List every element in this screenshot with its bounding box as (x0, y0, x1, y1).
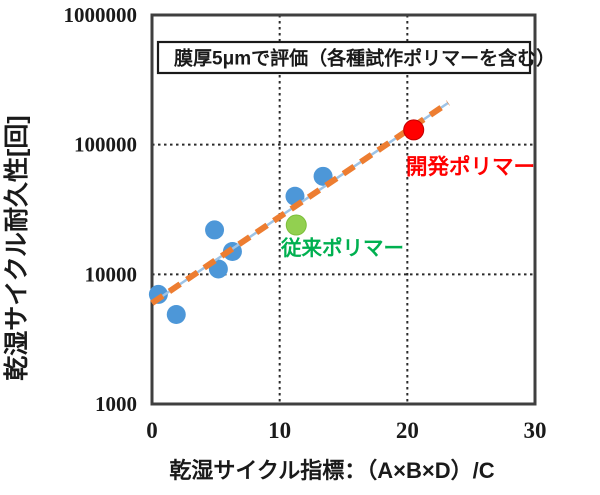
y-axis-tick-labels: 1000 10000 100000 1000000 (64, 3, 138, 416)
x-axis-tick-labels: 0 10 20 30 (146, 418, 546, 443)
annotation-box (156, 40, 532, 75)
y-tick-label: 10000 (85, 262, 138, 286)
x-tick-label: 20 (396, 418, 419, 443)
y-tick-label: 1000 (95, 392, 137, 416)
y-axis-title: 乾湿サイクル耐久性[回] (2, 115, 31, 380)
x-axis-title: 乾湿サイクル指標：（A×B×D）/C (169, 458, 494, 483)
y-tick-label: 1000000 (64, 3, 138, 27)
annotation-text: 膜厚5μmで評価（各種試作ポリマーを含む） (173, 47, 555, 70)
y-tick-label: 100000 (74, 133, 137, 157)
data-point-conventional-polymer (285, 214, 307, 236)
data-points-layer (148, 100, 450, 325)
data-point-developed-polymer (403, 119, 425, 141)
plot-border (150, 13, 537, 406)
gridlines (152, 15, 535, 404)
data-point-prototype-polymer (166, 305, 186, 325)
x-tick-label: 10 (268, 418, 291, 443)
x-tick-label: 0 (146, 418, 158, 443)
trend-line (150, 100, 450, 306)
conventional-polymer-label: 従来ポリマー (280, 236, 404, 260)
data-point-prototype-polymer (205, 220, 225, 240)
developed-polymer-label: 開発ポリマー (406, 154, 535, 179)
x-tick-label: 30 (524, 418, 547, 443)
